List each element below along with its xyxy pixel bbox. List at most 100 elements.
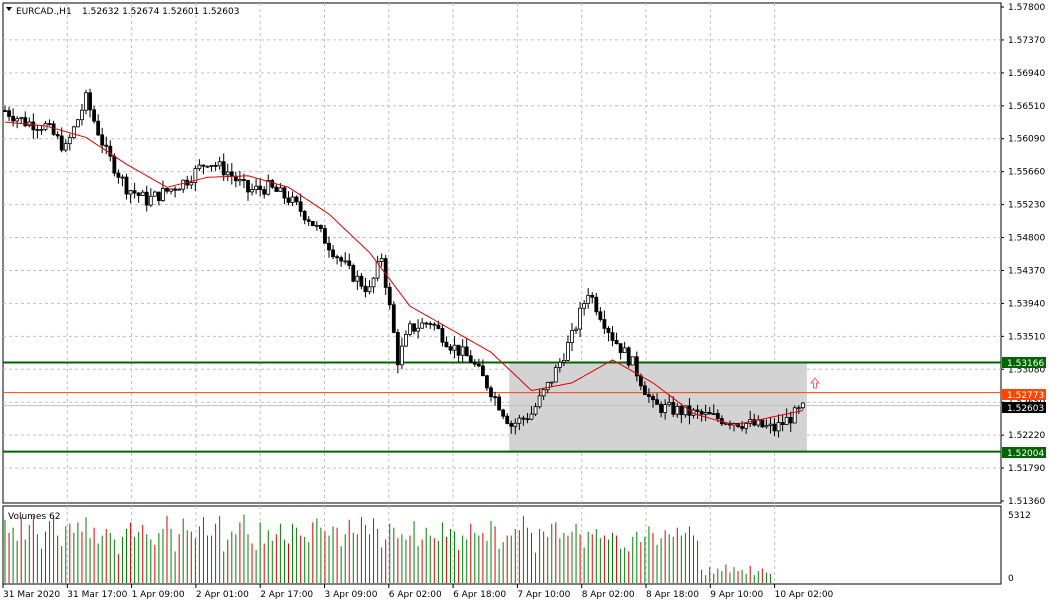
candle-body bbox=[610, 332, 615, 341]
candle bbox=[15, 116, 20, 129]
candle-body bbox=[788, 417, 793, 424]
candle-body bbox=[711, 413, 716, 415]
candle-body bbox=[331, 249, 335, 258]
candle bbox=[254, 178, 259, 195]
candle-body bbox=[286, 197, 291, 203]
candle-body bbox=[655, 399, 659, 405]
candle bbox=[760, 419, 765, 428]
candle-body bbox=[76, 119, 80, 128]
candle bbox=[578, 301, 582, 338]
candle-body bbox=[67, 137, 72, 145]
support-price-tag: 1.52004 bbox=[1002, 447, 1046, 459]
candle bbox=[622, 341, 627, 354]
candle-body bbox=[339, 257, 344, 262]
candle bbox=[156, 191, 161, 206]
candle-body bbox=[643, 385, 647, 396]
candle bbox=[282, 186, 287, 205]
candle-body bbox=[294, 196, 299, 203]
candle-body bbox=[270, 180, 275, 188]
candle bbox=[327, 236, 331, 258]
candle bbox=[84, 89, 88, 115]
candle-body bbox=[71, 126, 76, 138]
candle-body bbox=[347, 260, 352, 266]
candle-body bbox=[582, 303, 587, 309]
bid-price-tag: 1.52603 bbox=[1002, 402, 1046, 414]
candle bbox=[205, 165, 210, 168]
candle-body bbox=[104, 144, 109, 147]
time-tick-label: 6 Apr 02:00 bbox=[389, 590, 442, 600]
candle-body bbox=[367, 286, 372, 293]
time-tick-label: 31 Mar 17:00 bbox=[67, 590, 127, 600]
candle bbox=[594, 293, 599, 316]
candle bbox=[23, 111, 28, 128]
candle bbox=[553, 364, 558, 383]
candle bbox=[161, 180, 165, 202]
candle-body bbox=[221, 161, 226, 176]
candle bbox=[416, 319, 421, 339]
candle-body bbox=[3, 110, 7, 112]
price-tick-label: 1.55660 bbox=[1008, 168, 1045, 178]
range-rectangle bbox=[509, 362, 807, 452]
candle bbox=[132, 182, 137, 199]
candle bbox=[521, 415, 526, 426]
candle-body bbox=[501, 409, 506, 417]
candle-body bbox=[667, 402, 672, 406]
candle-body bbox=[80, 109, 84, 121]
candle-body bbox=[525, 418, 530, 421]
candle-body bbox=[11, 115, 16, 122]
candle-body bbox=[448, 346, 453, 351]
candle bbox=[250, 183, 254, 196]
candle bbox=[679, 403, 684, 424]
horizontal-lines bbox=[3, 361, 1001, 453]
candle bbox=[472, 359, 477, 367]
candle-body bbox=[683, 405, 688, 416]
candle bbox=[76, 118, 80, 128]
time-tick-label: 2 Apr 01:00 bbox=[196, 590, 249, 600]
candle-body bbox=[460, 346, 465, 356]
candle bbox=[643, 381, 647, 396]
candle bbox=[432, 322, 437, 331]
up-arrow-icon[interactable] bbox=[809, 377, 821, 389]
candle bbox=[71, 125, 76, 140]
candle-body bbox=[132, 190, 137, 194]
candle bbox=[31, 113, 36, 139]
price-tick-label: 1.55230 bbox=[1008, 201, 1045, 211]
candle-body bbox=[213, 165, 218, 167]
candle-body bbox=[51, 123, 56, 135]
candle-body bbox=[756, 419, 761, 426]
volumes-label: Volumes 62 bbox=[8, 512, 60, 522]
candle-body bbox=[800, 402, 805, 409]
candle-body bbox=[505, 415, 510, 424]
candle-body bbox=[622, 347, 627, 354]
candle-body bbox=[566, 342, 570, 361]
chart-header: EURCAD.,H1 1.52632 1.52674 1.52601 1.526… bbox=[6, 7, 239, 17]
candle bbox=[375, 255, 380, 282]
candle-body bbox=[614, 340, 619, 345]
candle-body bbox=[124, 176, 129, 195]
candle bbox=[776, 414, 781, 438]
candle-body bbox=[517, 417, 522, 424]
candle bbox=[225, 163, 230, 182]
candle-body bbox=[15, 118, 20, 122]
candle-body bbox=[436, 324, 441, 329]
candle-body bbox=[205, 165, 210, 168]
candle bbox=[557, 358, 562, 373]
candle-body bbox=[428, 323, 433, 325]
candle-body bbox=[452, 344, 457, 351]
price-tick-label: 1.51360 bbox=[1008, 497, 1045, 507]
candle bbox=[270, 178, 275, 189]
candle-body bbox=[497, 396, 502, 411]
candle bbox=[464, 338, 469, 357]
dropdown-triangle-icon[interactable] bbox=[6, 7, 12, 11]
time-tick-label: 8 Apr 18:00 bbox=[646, 590, 699, 600]
candle bbox=[574, 326, 578, 334]
candle-body bbox=[112, 155, 117, 174]
candle-body bbox=[594, 296, 599, 313]
candle-body bbox=[776, 422, 781, 432]
candle-body bbox=[468, 355, 473, 363]
current-orange-price-tag: 1.52773 bbox=[1002, 389, 1046, 401]
candle-body bbox=[740, 426, 744, 429]
candle bbox=[703, 404, 708, 422]
range-box bbox=[509, 362, 807, 452]
